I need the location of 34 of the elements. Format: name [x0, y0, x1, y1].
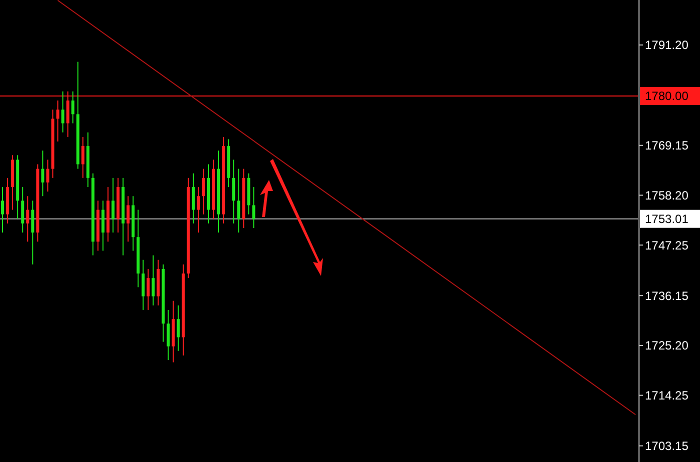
- candlestick: [26, 196, 30, 242]
- y-tick-label: 1747.25: [645, 238, 689, 252]
- candlestick: [101, 200, 104, 252]
- candlestick: [252, 186, 256, 228]
- candlestick: [21, 186, 24, 234]
- y-tick-label: 1758.20: [645, 188, 689, 202]
- y-tick-label: 1714.25: [645, 388, 689, 403]
- candlestick: [81, 136, 84, 178]
- candlestick: [61, 90, 64, 133]
- candlestick: [202, 168, 205, 215]
- candlestick: [46, 159, 50, 192]
- candlestick: [31, 200, 34, 265]
- candlestick: [166, 309, 170, 361]
- candlestick: [71, 90, 74, 124]
- y-tick-label: 1791.20: [645, 38, 689, 52]
- candlestick: [56, 100, 60, 142]
- candlestick: [1, 186, 4, 234]
- candlestick: [232, 159, 236, 224]
- candlestick: [142, 259, 145, 310]
- candlestick: [126, 196, 130, 242]
- candlestick: [237, 168, 240, 234]
- ref-line-label: 1753.01: [645, 212, 689, 226]
- candlestick: [152, 254, 155, 306]
- candlestick: [176, 304, 180, 352]
- y-tick-label: 1725.20: [645, 338, 689, 353]
- y-tick-label: 1736.15: [645, 288, 689, 303]
- candlestick: [196, 186, 200, 234]
- candlestick: [192, 172, 195, 224]
- y-tick-label: 1769.15: [645, 138, 689, 153]
- ref-line-label: 1780.00: [645, 89, 689, 104]
- y-tick-label: 1703.15: [645, 439, 689, 454]
- candlestick: [146, 268, 150, 310]
- candlestick: [41, 150, 44, 197]
- candlestick: [112, 177, 115, 234]
